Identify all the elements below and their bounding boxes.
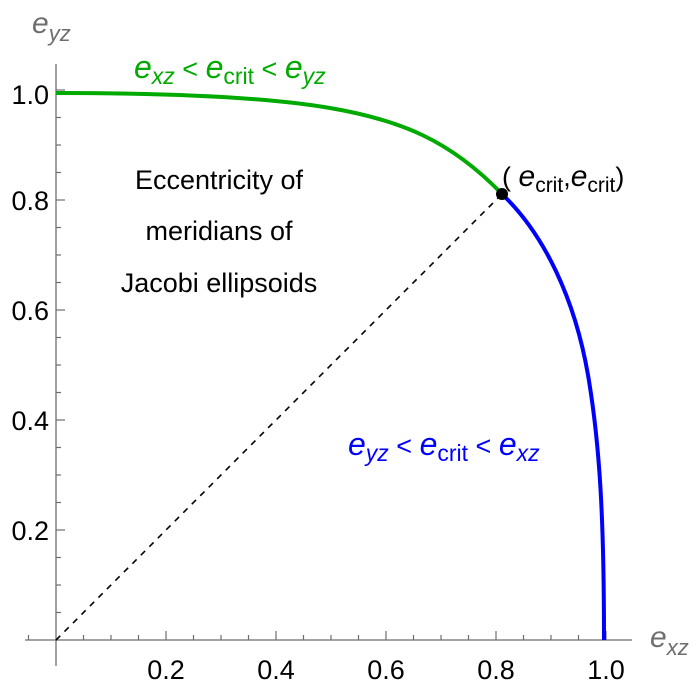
critical-point-marker — [496, 188, 508, 200]
x-tick-labels: 0.2 0.4 0.6 0.8 1.0 — [147, 655, 625, 685]
y-axis-ticks — [56, 89, 65, 614]
diagonal-dashed-line — [55, 193, 503, 641]
y-tick-label: 0.2 — [11, 516, 49, 546]
y-axis-label: eyz — [32, 7, 71, 46]
y-tick-label: 0.4 — [11, 406, 49, 436]
critical-point-label: ( ecrit,ecrit) — [502, 160, 624, 197]
y-tick-label: 0.6 — [11, 296, 49, 326]
x-tick-label: 0.6 — [367, 655, 405, 685]
description-line-3: Jacobi ellipsoids — [121, 268, 318, 298]
x-tick-label: 0.8 — [477, 655, 515, 685]
x-tick-label: 1.0 — [587, 655, 625, 685]
axes — [25, 64, 632, 666]
x-tick-label: 0.4 — [257, 655, 295, 685]
green-curve — [55, 91, 504, 196]
y-tick-labels: 0.2 0.4 0.6 0.8 1.0 — [11, 80, 49, 546]
x-axis-ticks — [27, 631, 607, 640]
description-line-1: Eccentricity of — [135, 165, 304, 195]
x-axis-label: exz — [650, 621, 689, 660]
green-region-label: exz < ecrit < eyz — [134, 49, 326, 89]
blue-region-label: eyz < ecrit < exz — [348, 426, 540, 466]
y-tick-label: 0.8 — [11, 186, 49, 216]
x-tick-label: 0.2 — [147, 655, 185, 685]
y-tick-label: 1.0 — [11, 80, 49, 110]
blue-curve — [500, 192, 606, 641]
description-line-2: meridians of — [145, 216, 293, 246]
chart-description: Eccentricity of meridians of Jacobi elli… — [121, 165, 318, 298]
